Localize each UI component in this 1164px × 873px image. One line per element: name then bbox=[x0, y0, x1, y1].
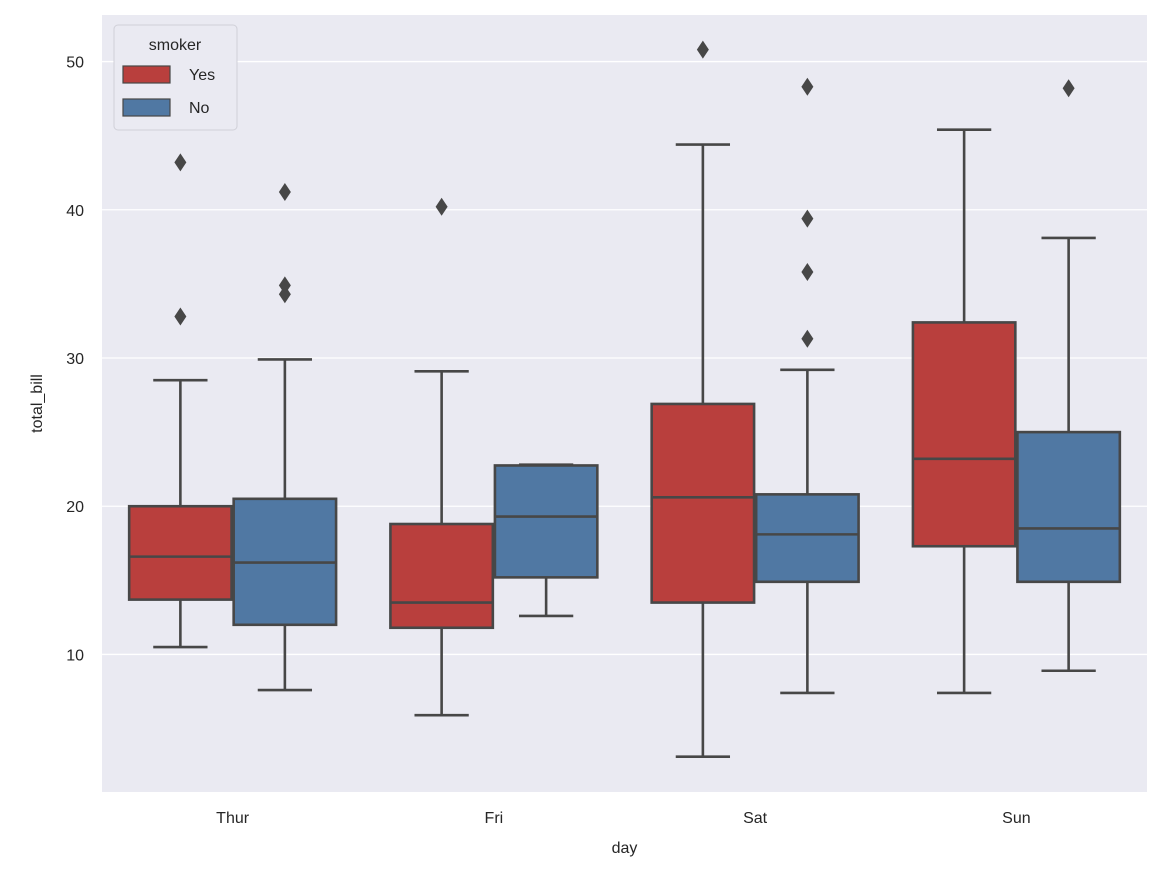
outlier-point bbox=[696, 40, 709, 59]
outlier-point bbox=[174, 307, 187, 326]
x-axis-label: day bbox=[612, 840, 638, 857]
x-tick-labels: Thur Fri Sat Sun bbox=[216, 810, 1030, 827]
outlier-point bbox=[174, 153, 187, 172]
iqr-box bbox=[389, 522, 495, 630]
iqr-box bbox=[754, 493, 860, 584]
box-yes-sun bbox=[911, 128, 1017, 695]
iqr-box bbox=[650, 402, 756, 604]
legend-title: smoker bbox=[149, 37, 202, 54]
legend-label-yes: Yes bbox=[189, 67, 215, 84]
box-no-thur bbox=[232, 182, 338, 692]
outlier-point bbox=[435, 197, 448, 216]
outlier-point bbox=[801, 209, 814, 228]
outlier-point bbox=[801, 77, 814, 96]
legend-swatch-yes bbox=[122, 65, 171, 84]
y-tick-labels: 10 20 30 40 50 bbox=[66, 55, 84, 665]
outlier-point bbox=[278, 276, 291, 295]
iqr-box bbox=[127, 504, 233, 601]
x-tick-label: Sun bbox=[1002, 810, 1030, 827]
x-tick-label: Thur bbox=[216, 810, 250, 827]
y-tick-label: 40 bbox=[66, 203, 84, 220]
box-yes-thur bbox=[127, 153, 233, 649]
box-no-sun bbox=[1016, 79, 1122, 673]
iqr-box bbox=[911, 321, 1017, 548]
x-tick-label: Fri bbox=[485, 810, 504, 827]
legend: smoker Yes No bbox=[113, 24, 238, 131]
y-tick-label: 10 bbox=[66, 647, 84, 664]
iqr-box bbox=[493, 464, 599, 579]
outlier-point bbox=[1062, 79, 1075, 98]
legend-swatch-no bbox=[122, 98, 171, 117]
y-axis-label: total_bill bbox=[29, 374, 46, 433]
box-yes-sat bbox=[650, 40, 756, 759]
legend-label-no: No bbox=[189, 100, 210, 117]
x-tick-label: Sat bbox=[743, 810, 768, 827]
iqr-box bbox=[1016, 430, 1122, 584]
outlier-point bbox=[801, 329, 814, 348]
box-no-fri bbox=[493, 463, 599, 618]
box-yes-fri bbox=[389, 197, 495, 717]
outlier-point bbox=[801, 263, 814, 282]
box-no-sat bbox=[754, 77, 860, 695]
outlier-point bbox=[278, 182, 291, 201]
box-groups bbox=[127, 40, 1122, 759]
y-tick-label: 20 bbox=[66, 499, 84, 516]
y-tick-label: 30 bbox=[66, 351, 84, 368]
y-tick-label: 50 bbox=[66, 55, 84, 72]
